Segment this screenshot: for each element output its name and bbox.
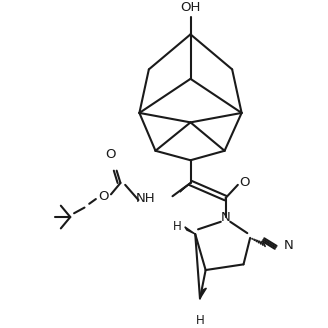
Text: H: H <box>173 220 182 233</box>
Text: N: N <box>221 211 230 224</box>
Text: O: O <box>239 176 249 190</box>
Text: NH: NH <box>136 192 155 205</box>
Polygon shape <box>200 288 206 298</box>
Polygon shape <box>185 227 195 234</box>
Text: O: O <box>106 148 116 161</box>
Text: O: O <box>98 190 109 203</box>
Text: OH: OH <box>180 1 201 13</box>
Polygon shape <box>180 183 191 192</box>
Text: N: N <box>283 239 293 252</box>
Text: H: H <box>195 314 204 327</box>
